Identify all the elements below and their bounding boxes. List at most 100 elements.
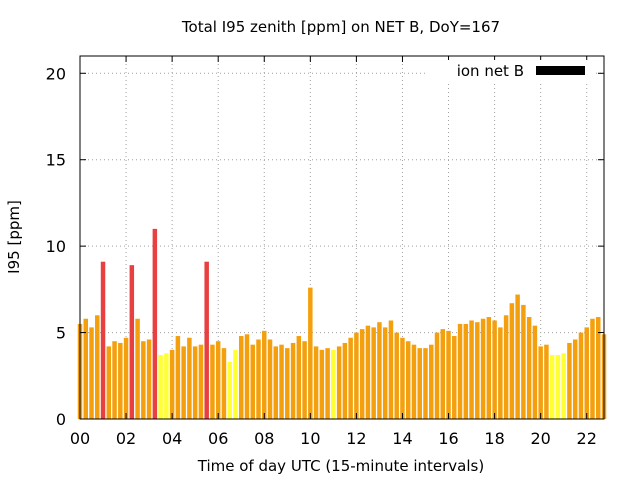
bar xyxy=(515,294,520,419)
bars-layer xyxy=(77,228,607,419)
bar xyxy=(273,346,279,419)
bar xyxy=(250,344,255,419)
bar xyxy=(526,317,532,419)
bar xyxy=(204,261,209,419)
bar xyxy=(486,317,492,419)
bar xyxy=(215,341,221,419)
bar xyxy=(434,332,440,419)
bar xyxy=(319,349,325,419)
legend: ion net B xyxy=(428,60,596,82)
bar xyxy=(164,353,169,419)
plot-frame xyxy=(79,55,605,420)
bar xyxy=(100,261,106,419)
bar xyxy=(146,339,152,419)
y-tick-label: 0 xyxy=(56,410,66,429)
bar xyxy=(141,341,146,419)
bar xyxy=(158,355,163,419)
bar xyxy=(227,361,232,419)
bar xyxy=(549,355,555,419)
bar xyxy=(423,348,428,419)
bar xyxy=(233,349,238,419)
bar xyxy=(480,318,486,419)
bar xyxy=(325,348,330,419)
bar xyxy=(118,342,123,419)
x-tick-label: 04 xyxy=(162,429,182,448)
ticks-layer xyxy=(79,56,604,420)
x-tick-label: 14 xyxy=(392,429,412,448)
x-tick-label: 10 xyxy=(300,429,320,448)
chart-title: Total I95 zenith [ppm] on NET B, DoY=167 xyxy=(181,18,500,36)
bar xyxy=(192,346,198,419)
bar xyxy=(561,353,566,419)
bar xyxy=(95,315,100,419)
bar xyxy=(365,325,371,419)
bar xyxy=(267,339,273,419)
bar xyxy=(498,327,503,419)
bar xyxy=(336,346,342,419)
bar xyxy=(457,323,463,419)
bar xyxy=(469,320,474,419)
x-tick-label: 22 xyxy=(577,429,597,448)
bar xyxy=(590,318,595,419)
bar xyxy=(463,323,469,419)
bar xyxy=(509,303,515,419)
y-tick-label: 20 xyxy=(46,64,66,83)
bar xyxy=(578,332,584,419)
bar xyxy=(342,342,348,419)
bar xyxy=(596,317,601,419)
bar xyxy=(492,320,497,419)
bar xyxy=(429,344,434,419)
bar xyxy=(440,329,446,419)
legend-swatch xyxy=(536,66,585,75)
bar xyxy=(187,337,192,419)
bar xyxy=(302,341,307,419)
bar xyxy=(538,346,543,419)
bar xyxy=(290,342,296,419)
x-tick-label: 08 xyxy=(254,429,274,448)
x-tick-label: 18 xyxy=(484,429,504,448)
bar xyxy=(112,341,117,419)
bar xyxy=(181,346,186,419)
y-tick-label: 15 xyxy=(46,151,66,170)
bar xyxy=(394,332,399,419)
bar xyxy=(359,329,365,419)
x-tick-label: 12 xyxy=(346,429,366,448)
bar xyxy=(129,265,135,419)
bar xyxy=(382,327,388,419)
bar xyxy=(135,318,140,419)
bar xyxy=(567,342,572,419)
bar xyxy=(572,339,578,419)
x-tick-label: 16 xyxy=(438,429,458,448)
bar xyxy=(256,339,261,419)
bar xyxy=(285,348,290,419)
bar xyxy=(400,337,405,419)
x-tick-label: 06 xyxy=(208,429,228,448)
bar xyxy=(532,325,538,419)
x-axis-label: Time of day UTC (15-minute intervals) xyxy=(197,457,484,475)
bar xyxy=(210,344,215,419)
bar xyxy=(503,315,509,419)
y-tick-labels: 0 5 10 15 20 xyxy=(46,64,66,429)
bar xyxy=(152,228,158,419)
bar xyxy=(83,318,88,419)
bar xyxy=(388,320,394,419)
bar xyxy=(296,336,302,419)
bar xyxy=(89,327,94,419)
x-tick-labels: 00 02 04 06 08 10 12 14 16 18 20 22 xyxy=(70,429,597,448)
bar xyxy=(405,341,411,419)
bar xyxy=(221,348,227,419)
bar xyxy=(521,304,526,419)
bar xyxy=(123,337,129,419)
bar xyxy=(354,332,359,419)
legend-label: ion net B xyxy=(457,62,524,80)
y-tick-label: 5 xyxy=(56,324,66,343)
bar xyxy=(371,327,376,419)
bar xyxy=(452,336,457,419)
bar xyxy=(411,344,417,419)
bar xyxy=(331,349,336,419)
x-tick-label: 02 xyxy=(116,429,136,448)
bar xyxy=(555,355,561,419)
bar xyxy=(475,322,480,419)
y-axis-label: I95 [ppm] xyxy=(5,200,23,274)
